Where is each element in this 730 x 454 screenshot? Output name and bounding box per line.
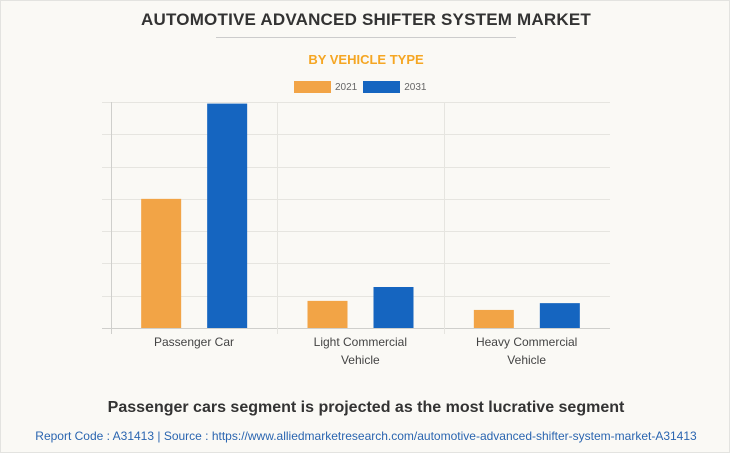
legend-item-2021[interactable]: 2021 xyxy=(294,81,357,93)
x-tick-label-line: Light Commercial xyxy=(313,335,408,349)
x-tick-label-line: Passenger Car xyxy=(153,335,235,349)
x-tick-label-line: Heavy Commercial xyxy=(475,335,578,349)
chart-subtitle: BY VEHICLE TYPE xyxy=(308,52,424,67)
bar-2031-light-commercial-vehicle xyxy=(373,286,414,328)
legend-swatch-2031 xyxy=(363,81,401,93)
chart-title: AUTOMOTIVE ADVANCED SHIFTER SYSTEM MARKE… xyxy=(141,10,591,29)
bar-2021-passenger-car xyxy=(141,198,182,328)
legend-label-2031: 2031 xyxy=(404,81,427,93)
bar-2031-passenger-car xyxy=(207,103,248,328)
legend-label-2021: 2021 xyxy=(335,81,358,93)
x-tick-label-line: Vehicle xyxy=(507,353,546,367)
bar-2021-light-commercial-vehicle xyxy=(307,300,348,328)
bar-2031-heavy-commercial-vehicle xyxy=(539,303,580,328)
x-tick-label: Heavy Commercial Vehicle xyxy=(444,333,610,369)
legend: 2021 2031 xyxy=(294,81,433,93)
legend-item-2031[interactable]: 2031 xyxy=(363,81,427,93)
x-tick-label-line: Vehicle xyxy=(340,353,380,367)
bar-2021-heavy-commercial-vehicle xyxy=(473,309,514,328)
footer-source[interactable]: Report Code : A31413 | Source : https://… xyxy=(35,429,697,443)
title-divider xyxy=(216,37,516,38)
x-tick-label: Passenger Car xyxy=(111,333,277,351)
legend-swatch-2021 xyxy=(294,81,331,93)
x-tick-label: Light Commercial Vehicle xyxy=(277,333,443,369)
footer-headline: Passenger cars segment is projected as t… xyxy=(107,399,625,416)
